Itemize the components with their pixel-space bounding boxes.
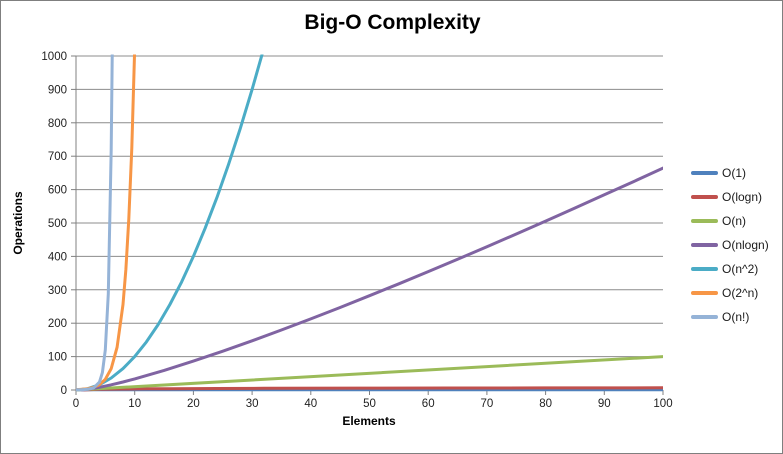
series-line-O(n!) bbox=[76, 54, 114, 392]
legend-swatch bbox=[691, 267, 718, 271]
series-line-O(n^2) bbox=[76, 54, 264, 392]
x-tick-label: 70 bbox=[481, 398, 494, 410]
legend-swatch bbox=[691, 171, 718, 175]
legend-label: O(n) bbox=[722, 214, 746, 228]
legend-item-o1: O(1) bbox=[691, 161, 769, 185]
y-tick-label: 0 bbox=[61, 385, 67, 397]
y-tick-label: 100 bbox=[48, 352, 67, 364]
y-tick-label: 300 bbox=[48, 285, 67, 297]
y-tick-label: 1000 bbox=[41, 51, 67, 63]
series-line-O(n) bbox=[76, 355, 663, 392]
x-tick-label: 30 bbox=[246, 398, 259, 410]
y-axis-title: Operations bbox=[11, 191, 25, 255]
x-tick-label: 0 bbox=[73, 398, 79, 410]
legend-swatch bbox=[691, 219, 718, 223]
x-tick-label: 10 bbox=[128, 398, 141, 410]
y-tick-label: 400 bbox=[48, 251, 67, 263]
x-axis-title: Elements bbox=[342, 414, 396, 428]
legend-item-on: O(n) bbox=[691, 209, 769, 233]
x-tick-label: 20 bbox=[187, 398, 200, 410]
y-tick-label: 800 bbox=[48, 118, 67, 130]
x-tick-label: 100 bbox=[653, 398, 672, 410]
x-tick-label: 90 bbox=[598, 398, 611, 410]
legend-item-on2: O(n^2) bbox=[691, 257, 769, 281]
x-tick-label: 60 bbox=[422, 398, 435, 410]
legend: O(1) O(logn) O(n) O(nlogn) O(n^2) O(2^n)… bbox=[691, 161, 769, 329]
y-tick-label: 900 bbox=[48, 84, 67, 96]
legend-label: O(n^2) bbox=[722, 262, 759, 276]
legend-item-onlogn: O(nlogn) bbox=[691, 233, 769, 257]
y-tick-label: 500 bbox=[48, 218, 67, 230]
legend-item-ologn: O(logn) bbox=[691, 185, 769, 209]
legend-swatch bbox=[691, 195, 718, 199]
legend-label: O(n!) bbox=[722, 310, 750, 324]
legend-swatch bbox=[691, 243, 718, 247]
legend-item-onfact: O(n!) bbox=[691, 305, 769, 329]
chart-title: Big-O Complexity bbox=[304, 11, 481, 34]
legend-swatch bbox=[691, 291, 718, 295]
x-tick-label: 40 bbox=[304, 398, 317, 410]
legend-swatch bbox=[691, 315, 718, 319]
x-tick-label: 50 bbox=[363, 398, 376, 410]
legend-label: O(1) bbox=[722, 166, 746, 180]
y-tick-label: 200 bbox=[48, 318, 67, 330]
y-tick-label: 700 bbox=[48, 151, 67, 163]
legend-label: O(nlogn) bbox=[722, 238, 769, 252]
series-line-O(nlogn) bbox=[80, 166, 663, 392]
legend-label: O(logn) bbox=[722, 190, 763, 204]
y-tick-label: 600 bbox=[48, 185, 67, 197]
legend-item-o2n: O(2^n) bbox=[691, 281, 769, 305]
legend-label: O(2^n) bbox=[722, 286, 759, 300]
x-tick-label: 80 bbox=[539, 398, 552, 410]
